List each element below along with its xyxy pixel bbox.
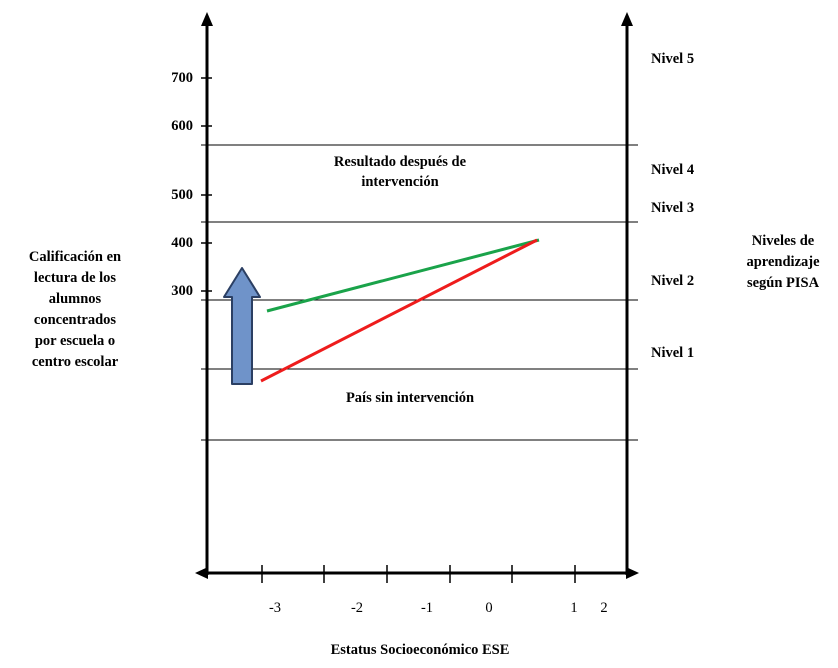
left-axis-arrowhead xyxy=(201,12,213,26)
x-tick-label: -2 xyxy=(350,600,364,616)
y-tick-label: 500 xyxy=(171,187,193,203)
right-axis-arrowhead xyxy=(621,12,633,26)
x-tick-label: 2 xyxy=(600,600,608,616)
level-2-label: Nivel 2 xyxy=(651,273,695,289)
improvement-arrow xyxy=(223,267,261,385)
level-4-label: Nivel 4 xyxy=(651,162,695,178)
x-tick-label: -3 xyxy=(268,600,282,616)
y-tick-label: 700 xyxy=(171,70,193,86)
y-tick-label: 400 xyxy=(171,235,193,251)
level-5-label: Nivel 5 xyxy=(651,51,695,67)
x-tick-label: -1 xyxy=(420,600,434,616)
level-3-label: Nivel 3 xyxy=(651,200,695,216)
without-intervention-line xyxy=(260,238,538,383)
y-tick-label: 600 xyxy=(171,118,193,134)
right-axis-label: Niveles de aprendizaje según PISA xyxy=(746,233,820,291)
x-axis-label: Estatus Socioeconómico ESE xyxy=(330,642,510,658)
x-axis-left-arrowhead xyxy=(195,567,208,579)
x-axis-right-arrowhead xyxy=(626,567,639,579)
level-1-label: Nivel 1 xyxy=(651,345,695,361)
x-tick-label: 0 xyxy=(485,600,493,616)
after-intervention-annotation: Resultado después de intervención xyxy=(333,154,467,190)
after-intervention-line xyxy=(266,238,540,313)
without-intervention-annotation: País sin intervención xyxy=(345,390,475,406)
y-axis-label: Calificación en lectura de los alumnos c… xyxy=(28,249,122,370)
y-tick-label: 300 xyxy=(171,283,193,299)
x-tick-label: 1 xyxy=(570,600,578,616)
